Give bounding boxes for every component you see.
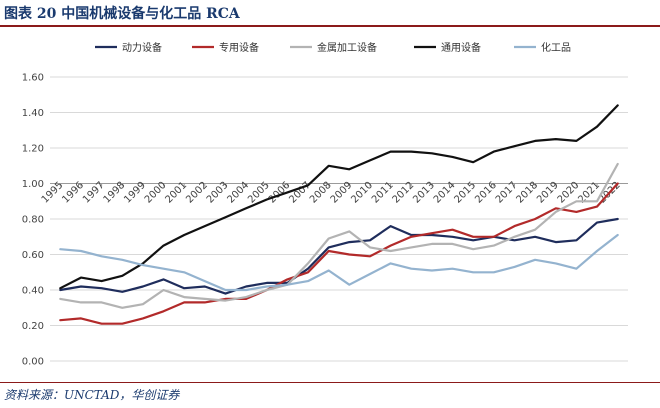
- source-note: 资料来源：UNCTAD，华创证券: [4, 388, 180, 402]
- legend-label: 动力设备: [122, 41, 162, 54]
- source-rule: [0, 382, 660, 383]
- y-tick-label: 0.40: [22, 286, 44, 297]
- y-tick-label: 1.00: [22, 179, 44, 190]
- legend-label: 专用设备: [219, 41, 259, 54]
- y-tick-label: 0.20: [22, 321, 44, 332]
- grid-lines: [50, 76, 628, 362]
- series-lines: [59, 104, 619, 325]
- legend-label: 化工品: [541, 41, 571, 54]
- legend-label: 通用设备: [441, 41, 481, 54]
- series-line-5: [59, 233, 619, 292]
- y-tick-label: 0.80: [22, 215, 44, 226]
- y-tick-label: 1.20: [22, 144, 44, 155]
- series-line-1: [59, 217, 619, 295]
- figure-header: 图表 20 中国机械设备与化工品 RCA: [0, 0, 660, 27]
- title-rule: [0, 25, 660, 27]
- legend-label: 金属加工设备: [317, 41, 377, 54]
- chart-legend: 动力设备 专用设备 金属加工设备 通用设备 化工品: [95, 41, 571, 54]
- y-tick-label: 1.60: [22, 73, 44, 84]
- series-line-4: [59, 104, 619, 290]
- y-tick-label: 1.40: [22, 108, 44, 119]
- figure-title: 图表 20 中国机械设备与化工品 RCA: [4, 6, 240, 22]
- y-tick-label: 0.60: [22, 250, 44, 261]
- y-axis-tick-labels: 0.00 0.20 0.40 0.60 0.80 1.00 1.20 1.40 1.60: [22, 73, 44, 368]
- series-line-2: [59, 182, 619, 325]
- y-tick-label: 0.00: [22, 357, 44, 368]
- series-line-3: [59, 162, 619, 309]
- rca-line-chart: 动力设备 专用设备 金属加工设备 通用设备 化工品 0.000.200.400.600.…: [22, 41, 628, 368]
- x-axis: 1995199619971998199920002001200220032004…: [40, 180, 628, 206]
